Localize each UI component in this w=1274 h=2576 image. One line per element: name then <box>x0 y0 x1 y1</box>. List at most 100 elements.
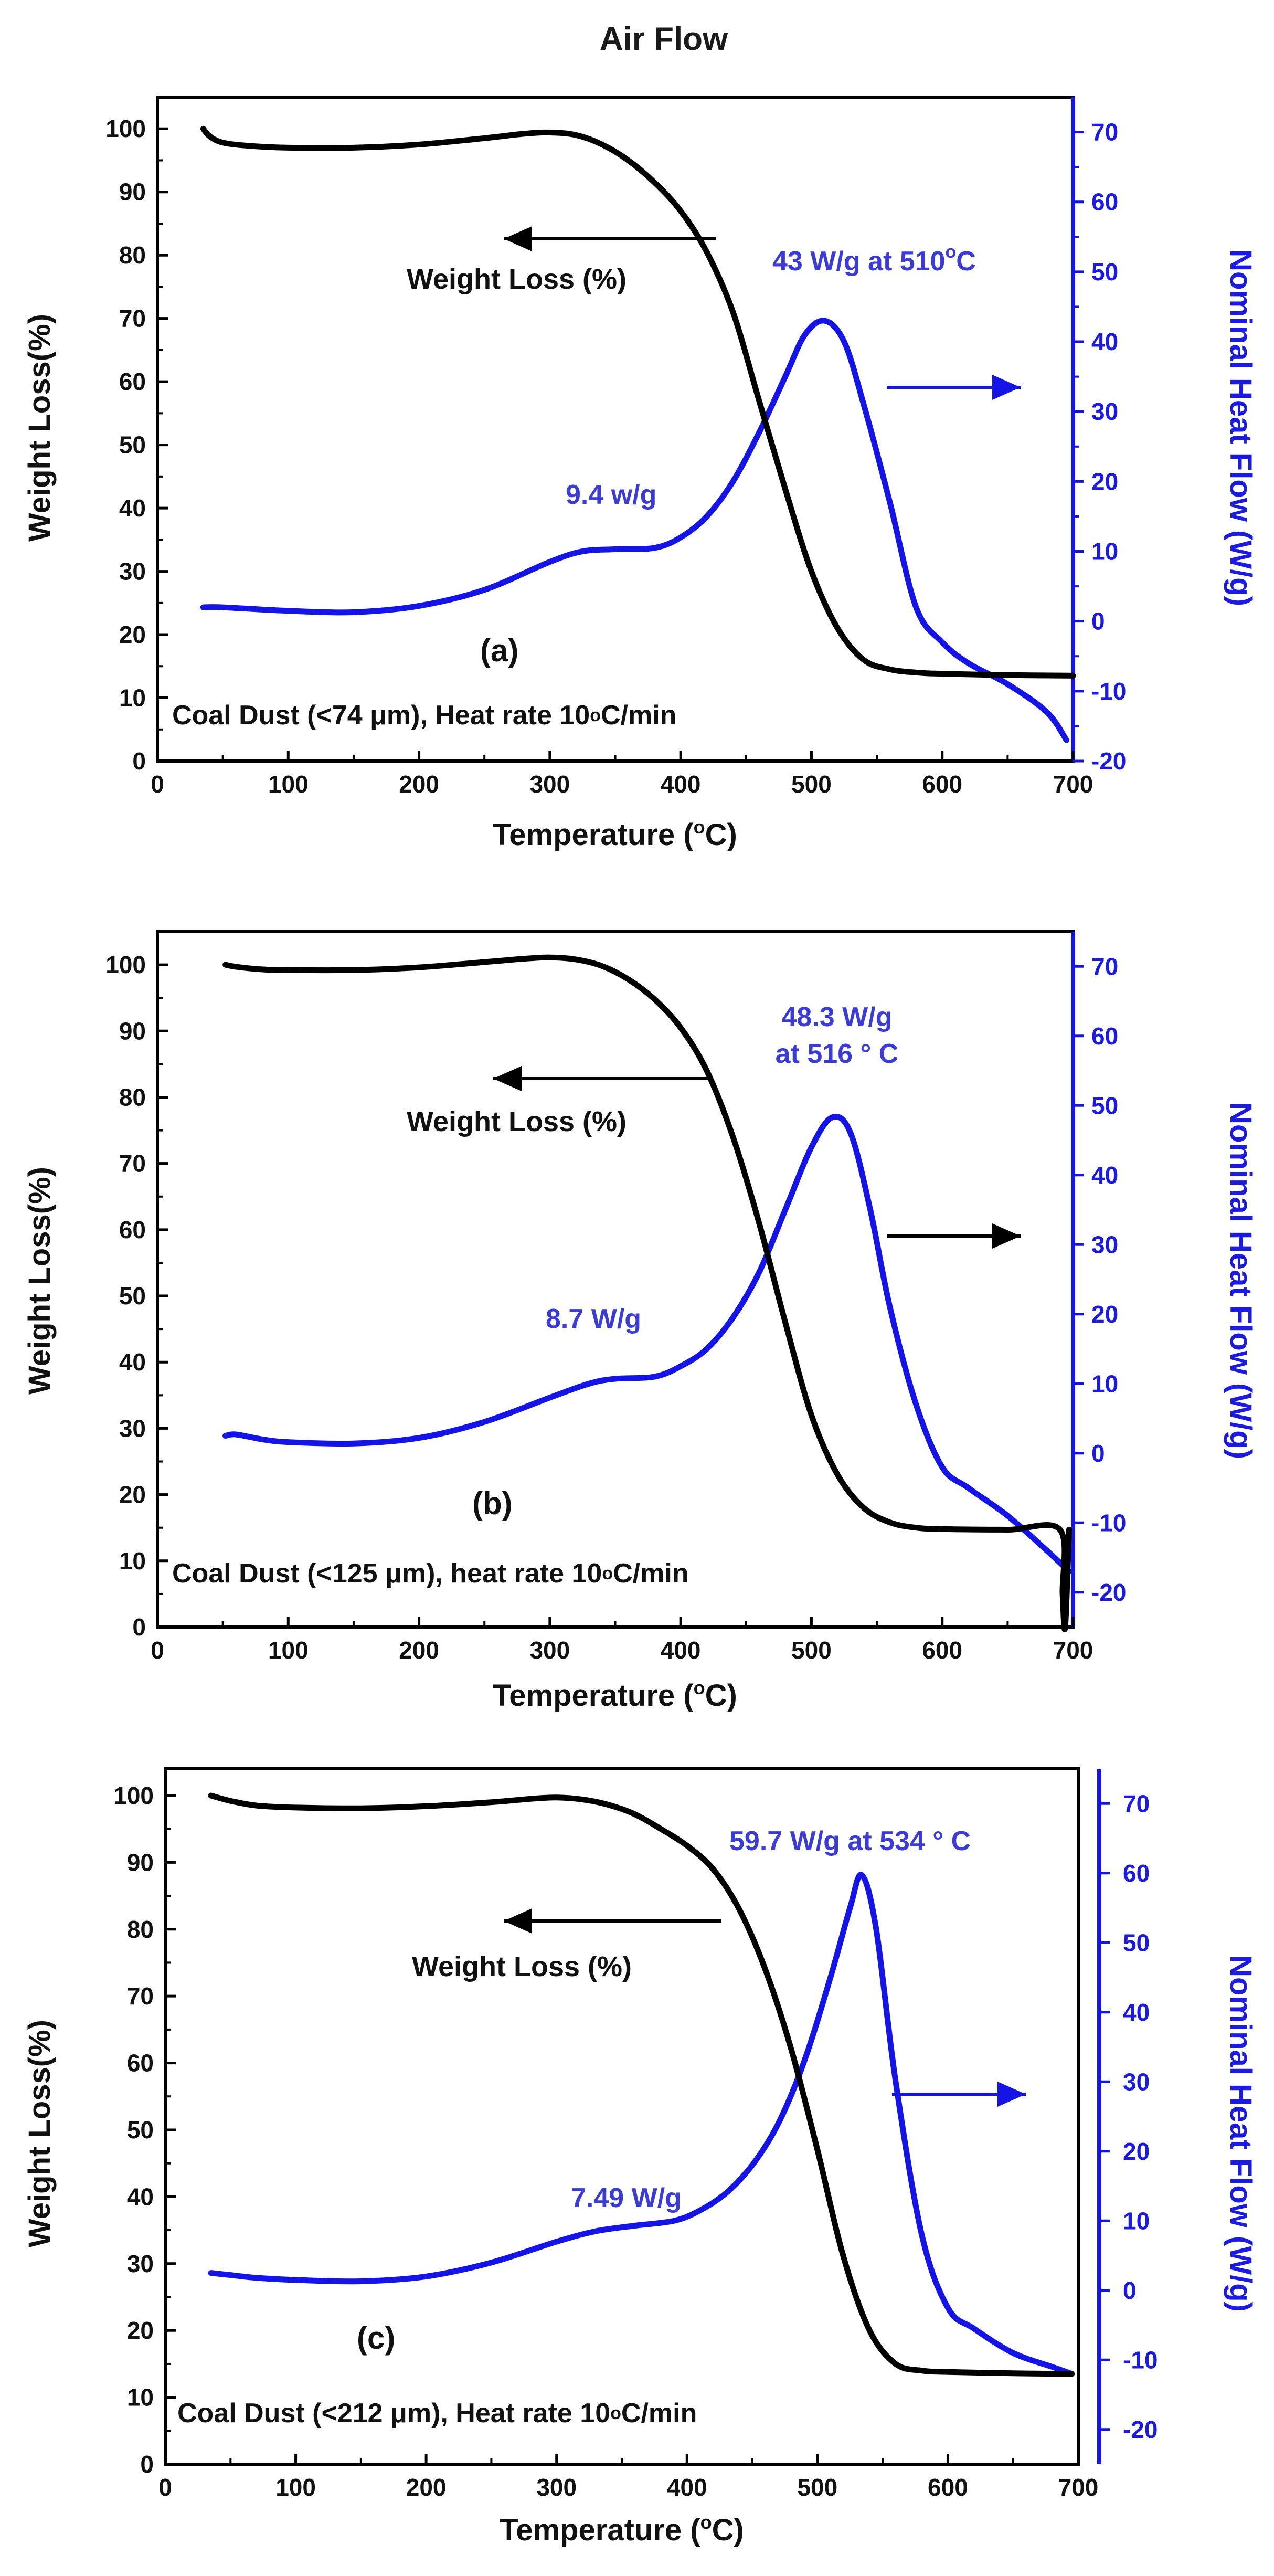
y-right-tick-label: -20 <box>1091 747 1126 775</box>
peak-label-unit: C <box>956 246 976 277</box>
series-weight-loss-line <box>208 1792 1075 2377</box>
axis-ticks: 0 100 200 300 400 500 600 700010203040506070809… <box>105 115 1126 798</box>
caption-unit: C/min <box>621 2398 697 2429</box>
y-left-tick-label: 100 <box>105 115 146 142</box>
y-right-tick-label: 60 <box>1091 1022 1118 1050</box>
series-weight-loss-line <box>222 954 1072 1632</box>
shoulder-label: 8.7 W/g <box>546 1304 641 1334</box>
x-tick-label: 100 <box>268 1637 309 1664</box>
y-right-tick-label: -20 <box>1091 1579 1126 1606</box>
peak-label-line1: 48.3 W/g <box>782 1002 893 1032</box>
y-axis-title-left: Weight Loss(%) <box>23 1167 57 1395</box>
y-right-tick-label: 20 <box>1123 2138 1150 2165</box>
y-left-tick-label: 10 <box>127 2384 154 2411</box>
y-left-tick-label: 50 <box>127 2116 154 2144</box>
weight-loss-label: Weight Loss (%) <box>407 1106 627 1137</box>
y-left-tick-label: 100 <box>105 951 146 978</box>
x-axis-title-main: Temperature ( <box>500 2513 700 2547</box>
y-axis-title-right: Nominal Heat Flow (W/g) <box>1224 1102 1258 1459</box>
y-left-tick-label: 90 <box>127 1849 154 1876</box>
x-tick-label: 200 <box>399 770 439 798</box>
series-heat-flow-line <box>222 1114 1072 1575</box>
y-left-tick-label: 100 <box>113 1782 154 1809</box>
x-tick-label: 300 <box>529 770 570 798</box>
y-right-tick-label: 30 <box>1123 2068 1150 2095</box>
shoulder-label: 7.49 W/g <box>571 2183 682 2213</box>
peak-label: 59.7 W/g at 534 ° C <box>729 1826 971 1856</box>
x-axis-title-unit: C) <box>712 2513 744 2547</box>
x-tick-label: 300 <box>536 2474 577 2501</box>
peak-label-line2: at 516 ° C <box>776 1039 899 1069</box>
y-right-tick-label: -10 <box>1091 678 1126 705</box>
y-right-tick-label: 0 <box>1091 608 1105 635</box>
x-tick-label: 0 <box>158 2474 172 2501</box>
series-heat-flow-line <box>208 1872 1075 2377</box>
y-right-tick-label: 50 <box>1091 1092 1118 1119</box>
x-tick-label: 100 <box>268 770 309 798</box>
x-tick-label: 600 <box>922 770 962 798</box>
peak-label-main: 43 W/g at 510 <box>772 246 945 277</box>
y-left-tick-label: 80 <box>119 241 146 269</box>
weight-loss-label: Weight Loss (%) <box>407 263 627 295</box>
y-right-tick-label: 30 <box>1091 1231 1118 1258</box>
series-heat-flow-line <box>200 318 1069 743</box>
x-tick-label: 500 <box>791 770 832 798</box>
panel-letter: (c) <box>357 2320 395 2356</box>
y-right-tick-label: 40 <box>1091 328 1118 355</box>
figure-title: Air Flow <box>600 21 728 57</box>
panel-caption: Coal Dust (<74 μm), Heat rate 10oC/min <box>172 700 676 731</box>
x-tick-label: 700 <box>1058 2474 1099 2501</box>
y-left-tick-label: 20 <box>119 621 146 648</box>
x-tick-label: 400 <box>661 1637 701 1664</box>
plot-frame <box>164 1767 1080 2466</box>
y-axis-title-right: Nominal Heat Flow (W/g) <box>1224 249 1258 606</box>
caption-main: Coal Dust (<125 μm), heat rate 10 <box>172 1558 602 1589</box>
panel-c: 0 100 200 300 400 500 600 700010203040506070809… <box>23 1767 1258 2547</box>
y-left-tick-label: 30 <box>119 1414 146 1442</box>
panel-b: 0 100 200 300 400 500 600 700010203040506070809… <box>23 930 1258 1713</box>
y-right-tick-label: -10 <box>1091 1509 1126 1536</box>
y-right-tick-label: 40 <box>1091 1162 1118 1189</box>
x-tick-label: 700 <box>1053 1637 1093 1664</box>
x-tick-label: 200 <box>399 1637 439 1664</box>
x-axis-title-main: Temperature ( <box>493 818 694 852</box>
degree-symbol: o <box>590 705 601 725</box>
y-left-tick-label: 40 <box>127 2183 154 2210</box>
y-right-tick-label: 20 <box>1091 1301 1118 1328</box>
y-left-tick-label: 70 <box>119 305 146 332</box>
y-right-tick-label: 70 <box>1091 119 1118 146</box>
y-left-tick-label: 50 <box>119 1282 146 1310</box>
panel-a: 0 100 200 300 400 500 600 700010203040506070809… <box>23 96 1258 852</box>
x-tick-label: 100 <box>275 2474 316 2501</box>
degree-symbol: o <box>610 2403 621 2423</box>
y-right-tick-label: -10 <box>1123 2346 1158 2373</box>
y-right-tick-label: 60 <box>1091 188 1118 216</box>
y-left-tick-label: 10 <box>119 1547 146 1575</box>
degree-symbol: o <box>694 1677 705 1698</box>
panel-letter: (a) <box>480 633 518 668</box>
y-right-tick-label: -20 <box>1123 2416 1158 2443</box>
caption-main: Coal Dust (<74 μm), Heat rate 10 <box>172 700 590 731</box>
y-left-tick-label: 60 <box>119 368 146 395</box>
y-left-tick-label: 20 <box>119 1481 146 1508</box>
y-right-tick-label: 70 <box>1123 1790 1150 1817</box>
y-left-tick-label: 60 <box>119 1216 146 1243</box>
y-left-tick-label: 30 <box>119 558 146 585</box>
caption-unit: C/min <box>601 700 676 731</box>
y-left-tick-label: 0 <box>140 2451 154 2478</box>
y-right-tick-label: 10 <box>1091 1370 1118 1397</box>
weight-loss-label: Weight Loss (%) <box>412 1951 632 1982</box>
y-left-tick-label: 70 <box>119 1150 146 1177</box>
y-left-tick-label: 30 <box>127 2250 154 2277</box>
panel-caption: Coal Dust (<212 μm), Heat rate 10oC/min <box>177 2398 697 2429</box>
x-tick-label: 200 <box>406 2474 447 2501</box>
axis-ticks: 0 100 200 300 400 500 600 700010203040506070809… <box>105 951 1126 1664</box>
y-left-tick-label: 70 <box>127 1982 154 2010</box>
y-left-tick-label: 10 <box>119 684 146 712</box>
x-tick-label: 0 <box>151 770 164 798</box>
x-tick-label: 600 <box>922 1637 962 1664</box>
y-right-tick-label: 10 <box>1123 2207 1150 2234</box>
y-right-tick-label: 40 <box>1123 1999 1150 2026</box>
